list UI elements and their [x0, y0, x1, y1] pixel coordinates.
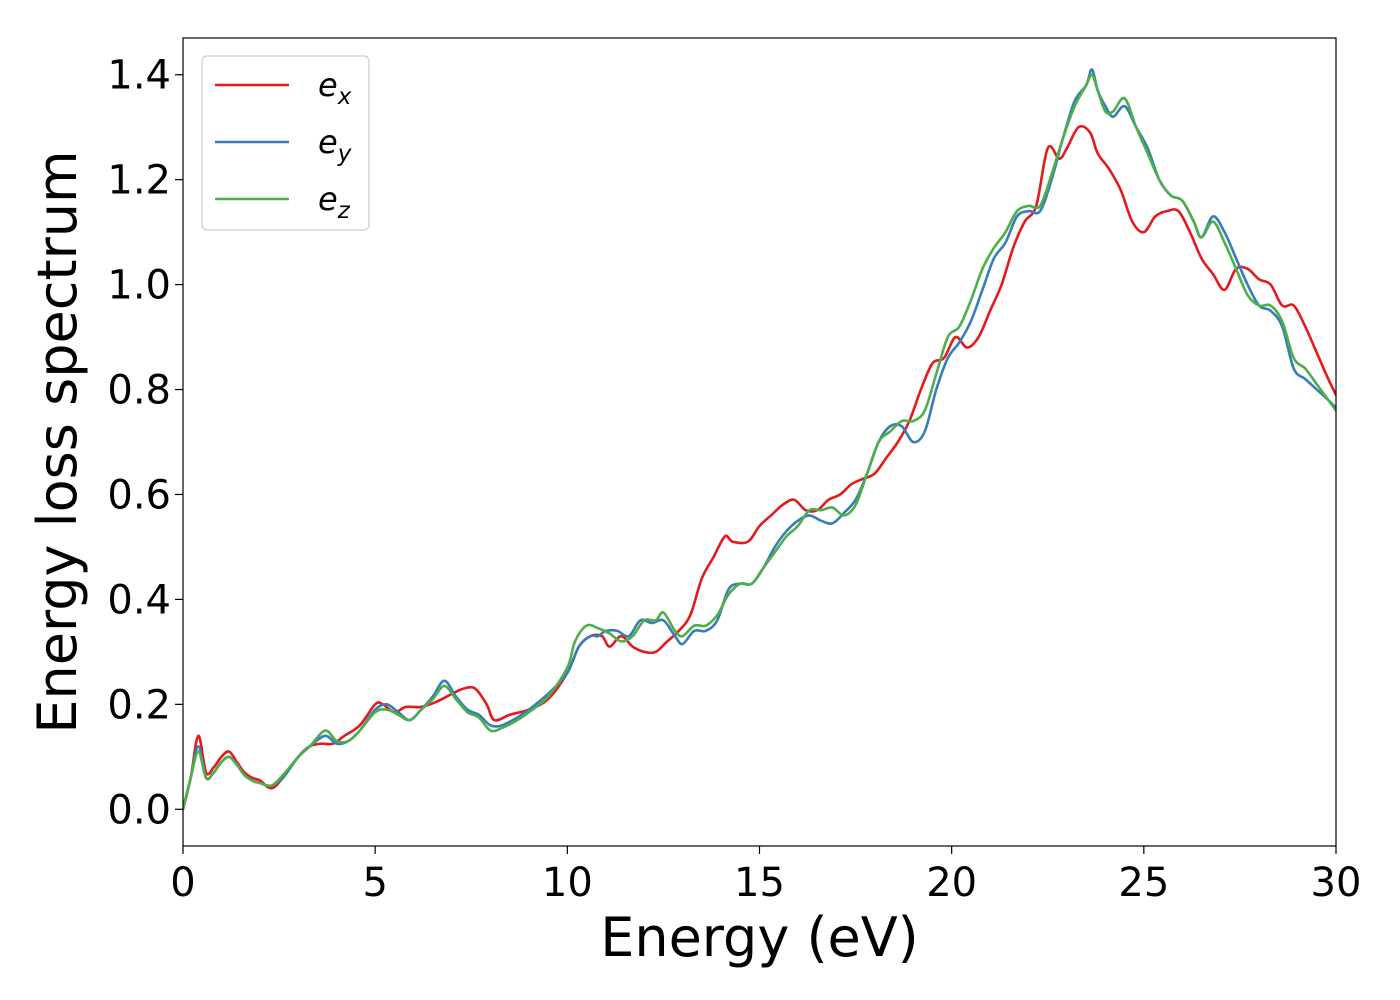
x-tick-label: 10 [542, 860, 593, 906]
legend-label-subscript: x [337, 84, 352, 110]
y-axis-title: Energy loss spectrum [26, 150, 89, 733]
legend-label-base: e [318, 180, 338, 218]
ticks-layer: 0 5 10 15 20 25 30 0.0 0.2 0.4 0.6 0.8 1.0 1.2 1.4 [107, 53, 1361, 906]
y-tick-label: 0.2 [107, 682, 171, 728]
series-line-z [183, 73, 1336, 811]
series-line-x [183, 125, 1336, 811]
legend-label-z: ez [318, 180, 351, 224]
y-tick-label: 0.4 [107, 577, 171, 623]
x-tick-label: 0 [170, 860, 195, 906]
x-tick-label: 30 [1311, 860, 1362, 906]
x-tick-label: 25 [1118, 860, 1169, 906]
x-axis-title: Energy (eV) [600, 906, 919, 969]
legend-label-base: e [318, 66, 338, 104]
x-tick-label: 20 [926, 860, 977, 906]
series-layer [183, 68, 1336, 811]
y-tick-label: 1.2 [107, 158, 171, 204]
y-tick-label: 0.6 [107, 472, 171, 518]
legend-label-subscript: z [337, 198, 351, 224]
x-tick-label: 15 [734, 860, 785, 906]
legend-label-base: e [318, 123, 338, 161]
y-tick-label: 0.0 [107, 787, 171, 833]
y-tick-label: 1.0 [107, 263, 171, 309]
legend-label-subscript: y [337, 141, 352, 167]
legend-label-x: ex [318, 66, 352, 110]
y-tick-label: 1.4 [107, 53, 171, 99]
x-tick-label: 5 [362, 860, 387, 906]
y-tick-label: 0.8 [107, 368, 171, 414]
legend-label-y: ey [318, 123, 352, 167]
